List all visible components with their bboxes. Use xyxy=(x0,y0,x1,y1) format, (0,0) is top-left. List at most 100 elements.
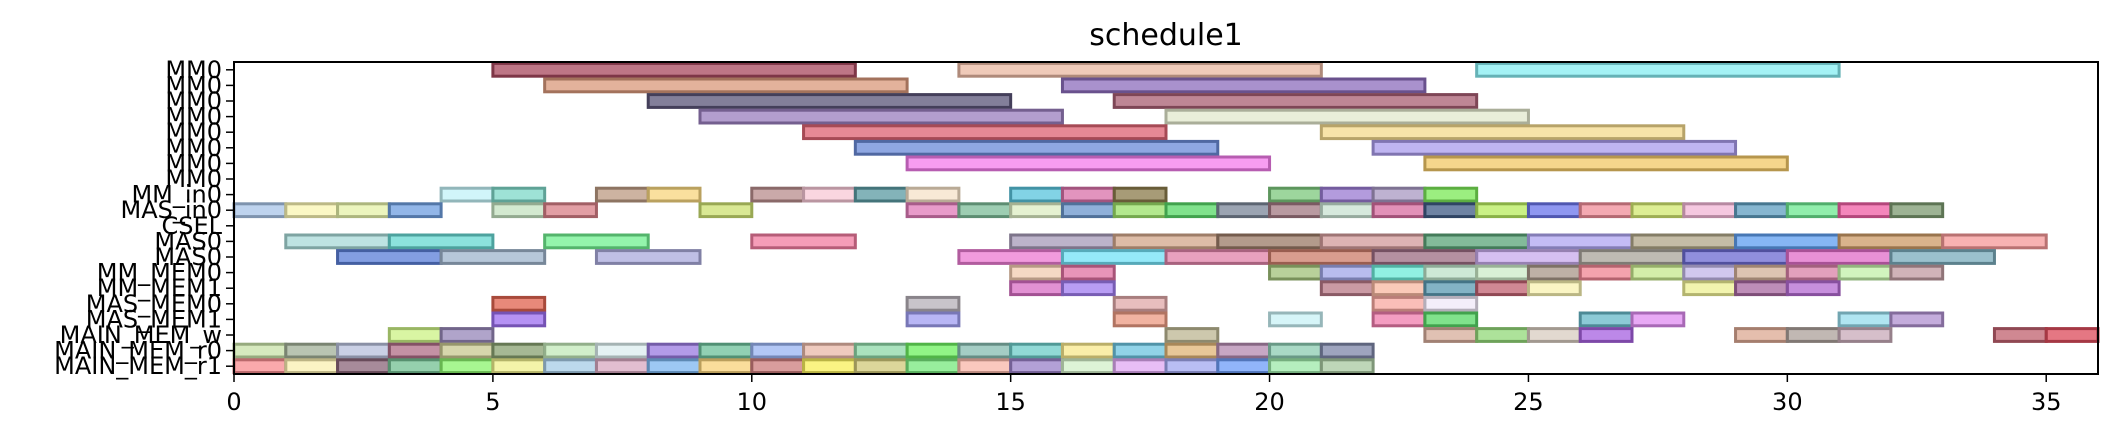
task-bar xyxy=(1164,202,1220,219)
task-bar xyxy=(1319,202,1375,219)
task-bar xyxy=(646,342,702,359)
x-tick-label: 5 xyxy=(485,388,500,416)
task-bar xyxy=(1112,342,1168,359)
y-tick-label: MM0 xyxy=(165,71,222,99)
task-bar xyxy=(1371,295,1427,312)
task-bar xyxy=(1060,280,1116,297)
task-bar xyxy=(1785,249,1893,265)
task-bar xyxy=(1423,327,1479,343)
task-bar xyxy=(284,233,391,250)
task-bar xyxy=(1526,280,1582,297)
task-bar xyxy=(336,342,391,359)
task-bar xyxy=(387,327,443,343)
task-bar xyxy=(1060,249,1168,265)
task-bar xyxy=(1164,342,1220,359)
task-bar xyxy=(1319,186,1375,203)
task-bar xyxy=(439,249,547,265)
task-bar xyxy=(750,186,806,203)
y-tick-label: MAS0 xyxy=(154,227,222,255)
task-bar xyxy=(1268,249,1375,265)
task-bar xyxy=(1371,202,1427,219)
task-bar xyxy=(1060,342,1116,359)
task-bar xyxy=(232,358,288,375)
task-bar xyxy=(1423,295,1479,312)
task-bar xyxy=(1371,311,1427,328)
task-bar xyxy=(387,233,495,250)
y-tick-label: MM0 xyxy=(165,118,222,146)
task-bar xyxy=(802,186,857,203)
y-tick-label: MAIN_MEM_w xyxy=(60,321,222,349)
task-bar xyxy=(491,342,547,359)
task-bar xyxy=(1526,264,1582,281)
task-bar xyxy=(1060,202,1116,219)
task-bar xyxy=(1423,264,1479,281)
task-bar xyxy=(284,202,340,219)
task-bar xyxy=(1009,280,1064,297)
task-bar xyxy=(594,358,650,375)
task-bar xyxy=(1734,264,1789,281)
task-bar xyxy=(1319,280,1375,297)
task-bar xyxy=(1371,280,1427,297)
task-bar xyxy=(957,342,1013,359)
task-bar xyxy=(1837,311,1893,328)
task-bar xyxy=(1112,186,1168,203)
task-bar xyxy=(1268,358,1323,375)
task-bar xyxy=(1475,202,1530,219)
task-bar xyxy=(957,249,1064,265)
task-bar xyxy=(957,61,1323,78)
task-bar xyxy=(284,342,340,359)
task-bar xyxy=(1734,202,1789,219)
task-bar xyxy=(1475,280,1530,297)
task-bar xyxy=(802,342,857,359)
task-bar xyxy=(853,358,909,375)
task-bar xyxy=(1371,264,1427,281)
task-bar xyxy=(1371,186,1427,203)
task-bar xyxy=(698,108,1064,125)
task-bar xyxy=(1785,202,1841,219)
y-tick-label: MAIN_MEM_r1 xyxy=(54,352,222,380)
task-bar xyxy=(1112,358,1168,375)
task-bar xyxy=(698,342,754,359)
task-bar xyxy=(543,358,598,375)
task-bar xyxy=(491,186,547,203)
task-bar xyxy=(1630,233,1738,250)
x-tick-label: 25 xyxy=(1513,388,1544,416)
task-bar xyxy=(1423,311,1479,328)
x-tick-label: 35 xyxy=(2031,388,2062,416)
task-bar xyxy=(1423,155,1789,172)
task-bar xyxy=(439,186,495,203)
task-bar xyxy=(1578,202,1634,219)
task-bar xyxy=(1785,280,1841,297)
task-bar xyxy=(1268,202,1323,219)
task-bar xyxy=(905,186,961,203)
task-bar xyxy=(336,202,391,219)
task-bar xyxy=(1682,249,1789,265)
task-bar xyxy=(1837,327,1893,343)
task-bar xyxy=(1630,311,1686,328)
task-bar xyxy=(853,139,1220,156)
task-bar xyxy=(1578,327,1634,343)
task-bar xyxy=(1475,61,1841,78)
y-tick-label: MM0 xyxy=(165,149,222,177)
task-bar xyxy=(1009,358,1064,375)
task-bar xyxy=(543,202,598,219)
task-bar xyxy=(543,233,650,250)
task-bar xyxy=(1009,202,1064,219)
y-axis-labels: MM0MM0MM0MM0MM0MM0MM0MM0MM_in0MAS_in0CSE… xyxy=(54,56,234,380)
task-bar xyxy=(853,342,909,359)
task-bar xyxy=(284,358,340,375)
task-bar xyxy=(387,358,443,375)
task-bar xyxy=(336,249,443,265)
task-bar xyxy=(1630,264,1686,281)
task-bar xyxy=(646,358,702,375)
task-bar xyxy=(1319,342,1375,359)
task-bar xyxy=(646,93,1013,109)
task-bar xyxy=(1216,358,1272,375)
task-bar xyxy=(543,342,598,359)
task-bar xyxy=(1060,77,1427,94)
task-bar xyxy=(387,342,443,359)
task-bar xyxy=(1009,342,1064,359)
task-bar xyxy=(1112,233,1220,250)
task-bar xyxy=(1889,264,1945,281)
